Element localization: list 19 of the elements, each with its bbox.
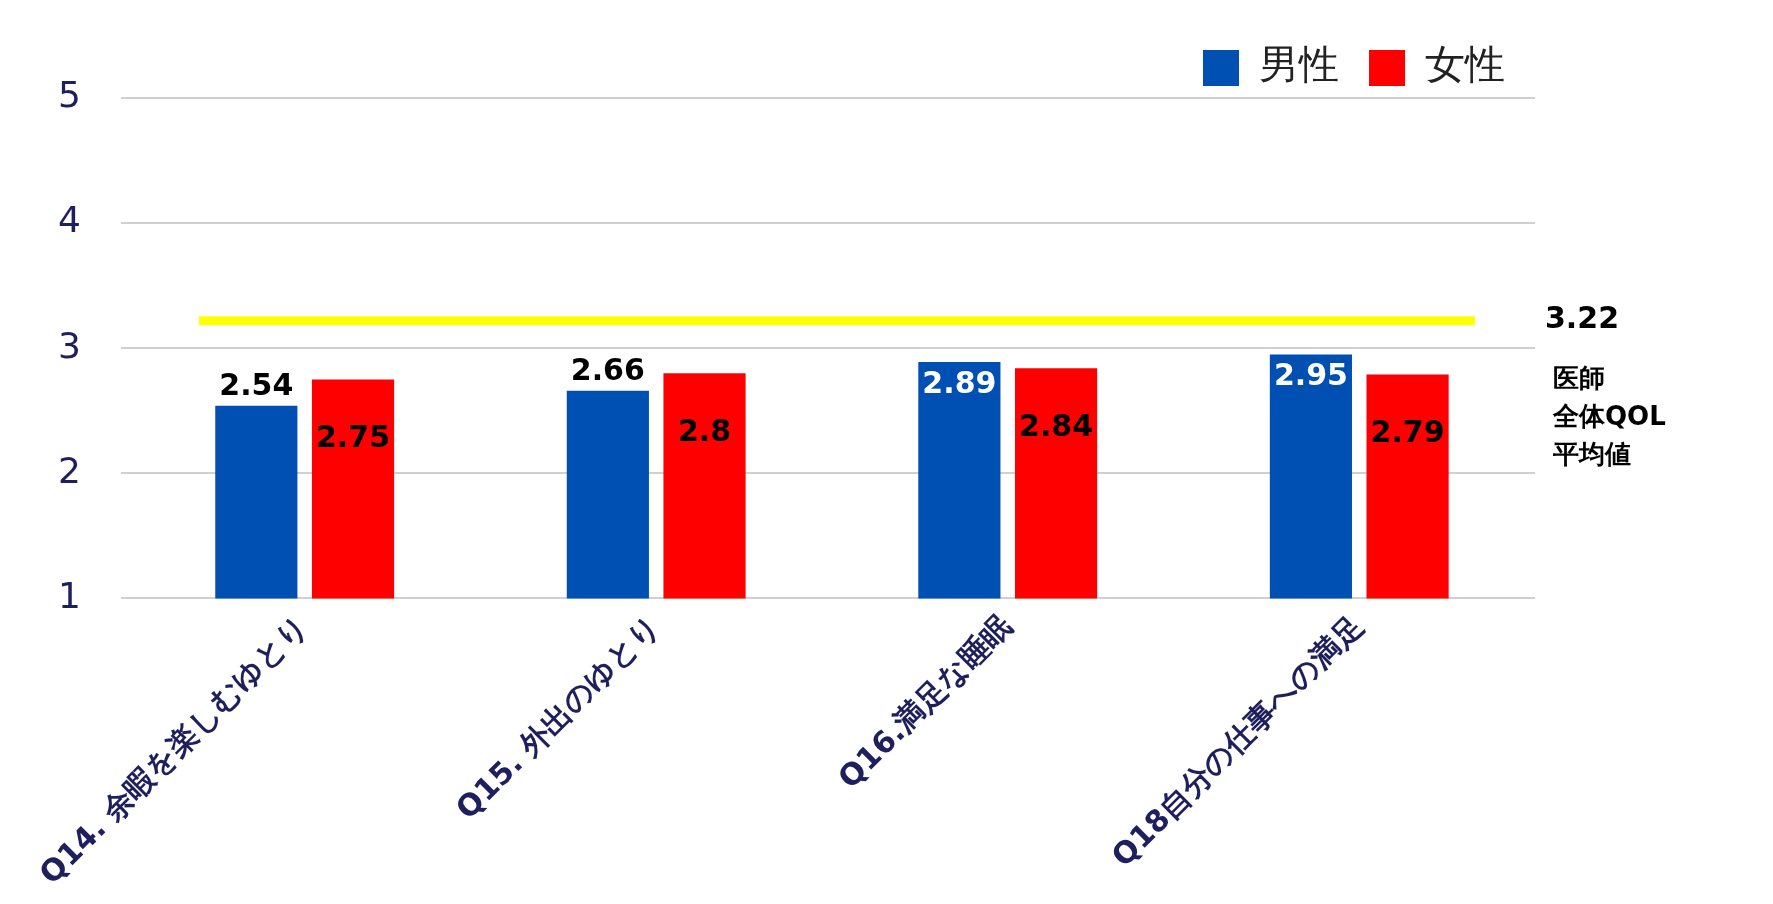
data-label: 2.66: [570, 351, 645, 387]
data-label: 2.95: [1273, 357, 1348, 393]
text: 全体QOL: [1552, 401, 1666, 432]
y-tick-label: 1: [58, 574, 81, 616]
data-label: 2.84: [1019, 408, 1094, 443]
ref-line-label: 3.22: [1545, 300, 1620, 336]
legend-label: 女性: [1425, 41, 1505, 88]
data-label: 2.79: [1370, 414, 1445, 450]
data-label: 2.89: [922, 364, 997, 400]
data-label: 2.75: [315, 419, 391, 455]
text: 医師: [1553, 363, 1605, 394]
text: 平均値: [1552, 439, 1631, 470]
y-tick-label: 3: [58, 324, 81, 366]
data-label: 2.54: [219, 366, 294, 402]
data-label: 2.8: [677, 413, 732, 449]
y-tick-label: 2: [58, 449, 81, 491]
y-tick-label: 5: [58, 74, 81, 116]
y-tick-label: 4: [58, 199, 81, 241]
legend-label: 男性: [1259, 41, 1339, 88]
